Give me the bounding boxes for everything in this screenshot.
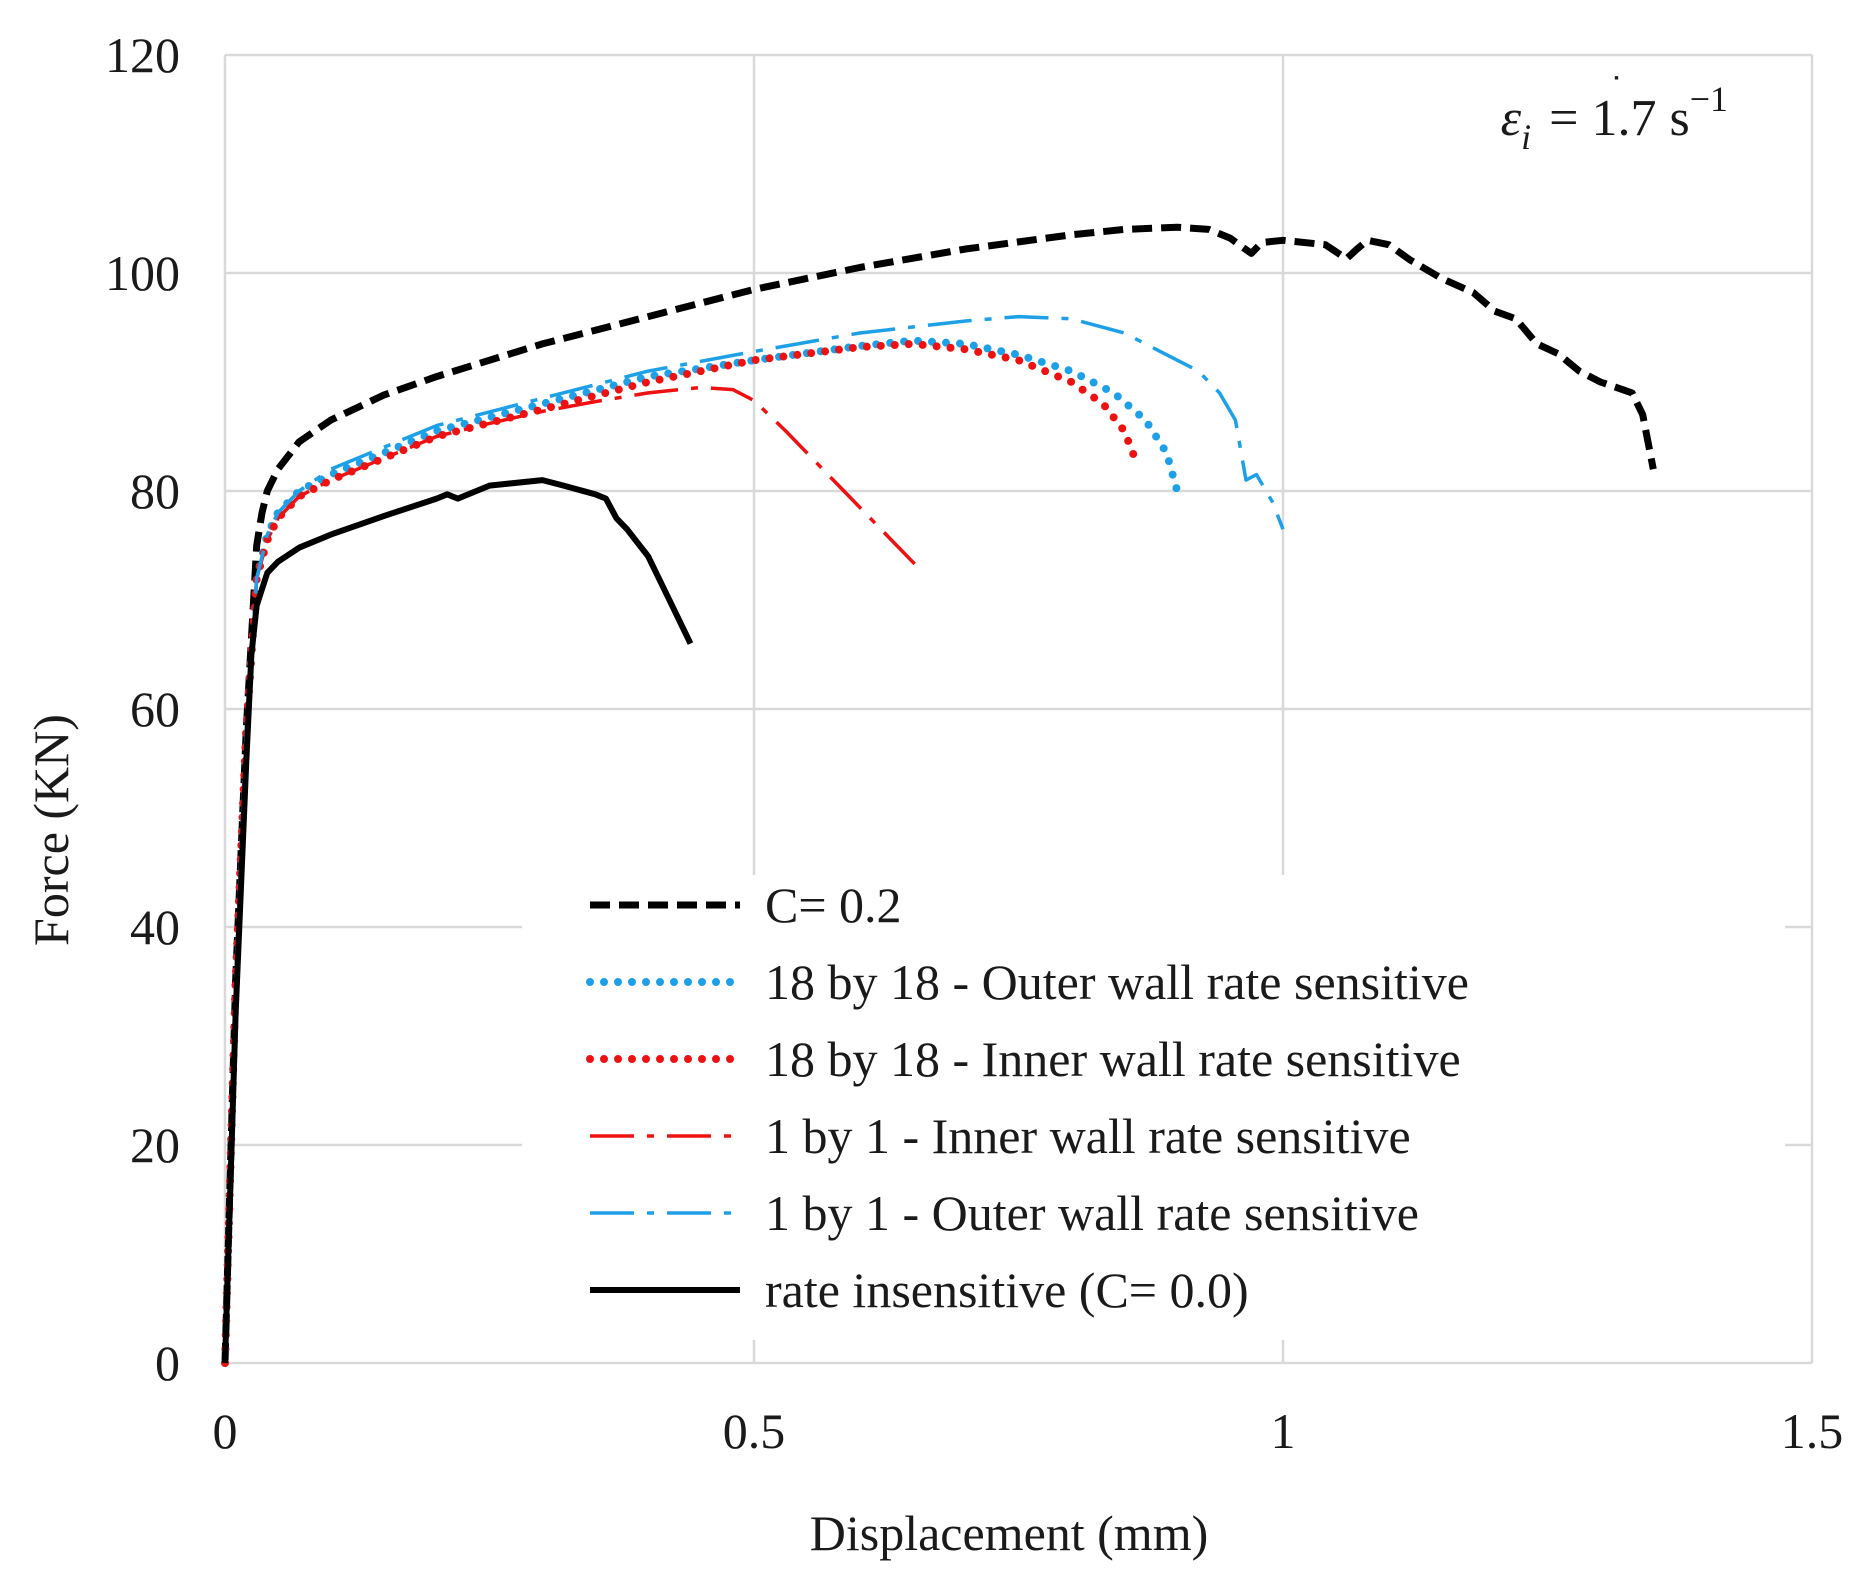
annotation-superscript: −1	[1690, 79, 1728, 119]
legend-label-5: rate insensitive (C= 0.0)	[765, 1262, 1249, 1318]
x-tick-label: 1.5	[1781, 1403, 1844, 1459]
legend-label-2: 18 by 18 - Inner wall rate sensitive	[765, 1031, 1461, 1087]
x-tick-label: 0.5	[723, 1403, 786, 1459]
legend-background	[522, 875, 1785, 1340]
annotation-subscript: i	[1521, 117, 1531, 157]
y-tick-label: 120	[105, 27, 180, 83]
legend-label-0: C= 0.2	[765, 877, 902, 933]
series-lines	[221, 223, 1657, 1367]
x-tick-label: 1	[1271, 1403, 1296, 1459]
tick-labels: 0 20 40 60 80 100 120 0 0.5 1 1.5	[105, 27, 1843, 1459]
y-tick-label: 40	[130, 899, 180, 955]
y-tick-label: 100	[105, 245, 180, 301]
legend-label-1: 18 by 18 - Outer wall rate sensitive	[765, 954, 1469, 1010]
legend: C= 0.2 18 by 18 - Outer wall rate sensiti…	[522, 875, 1785, 1340]
legend-label-3: 1 by 1 - Inner wall rate sensitive	[765, 1108, 1411, 1164]
y-tick-label: 80	[130, 463, 180, 519]
series-line-5	[222, 477, 694, 1364]
y-axis-title: Force (KN)	[23, 714, 79, 946]
y-tick-label: 60	[130, 681, 180, 737]
legend-label-4: 1 by 1 - Outer wall rate sensitive	[765, 1185, 1419, 1241]
y-tick-label: 0	[155, 1335, 180, 1391]
y-tick-label: 20	[130, 1117, 180, 1173]
series-line-0	[221, 223, 1657, 1364]
annotation-equals: = 1.7 s	[1549, 90, 1690, 147]
strain-rate-annotation: εi = 1.7 s−1 ˙	[1501, 71, 1728, 157]
annotation-symbol: ε	[1501, 90, 1522, 147]
x-tick-label: 0	[213, 1403, 238, 1459]
series-line-4	[223, 314, 1285, 1364]
x-axis-title: Displacement (mm)	[810, 1505, 1209, 1561]
svg-text:εi= 1.7 s−1: εi = 1.7 s−1	[1501, 79, 1728, 157]
series-line-1	[221, 336, 1182, 1367]
annotation-dot: ˙	[1608, 71, 1625, 111]
